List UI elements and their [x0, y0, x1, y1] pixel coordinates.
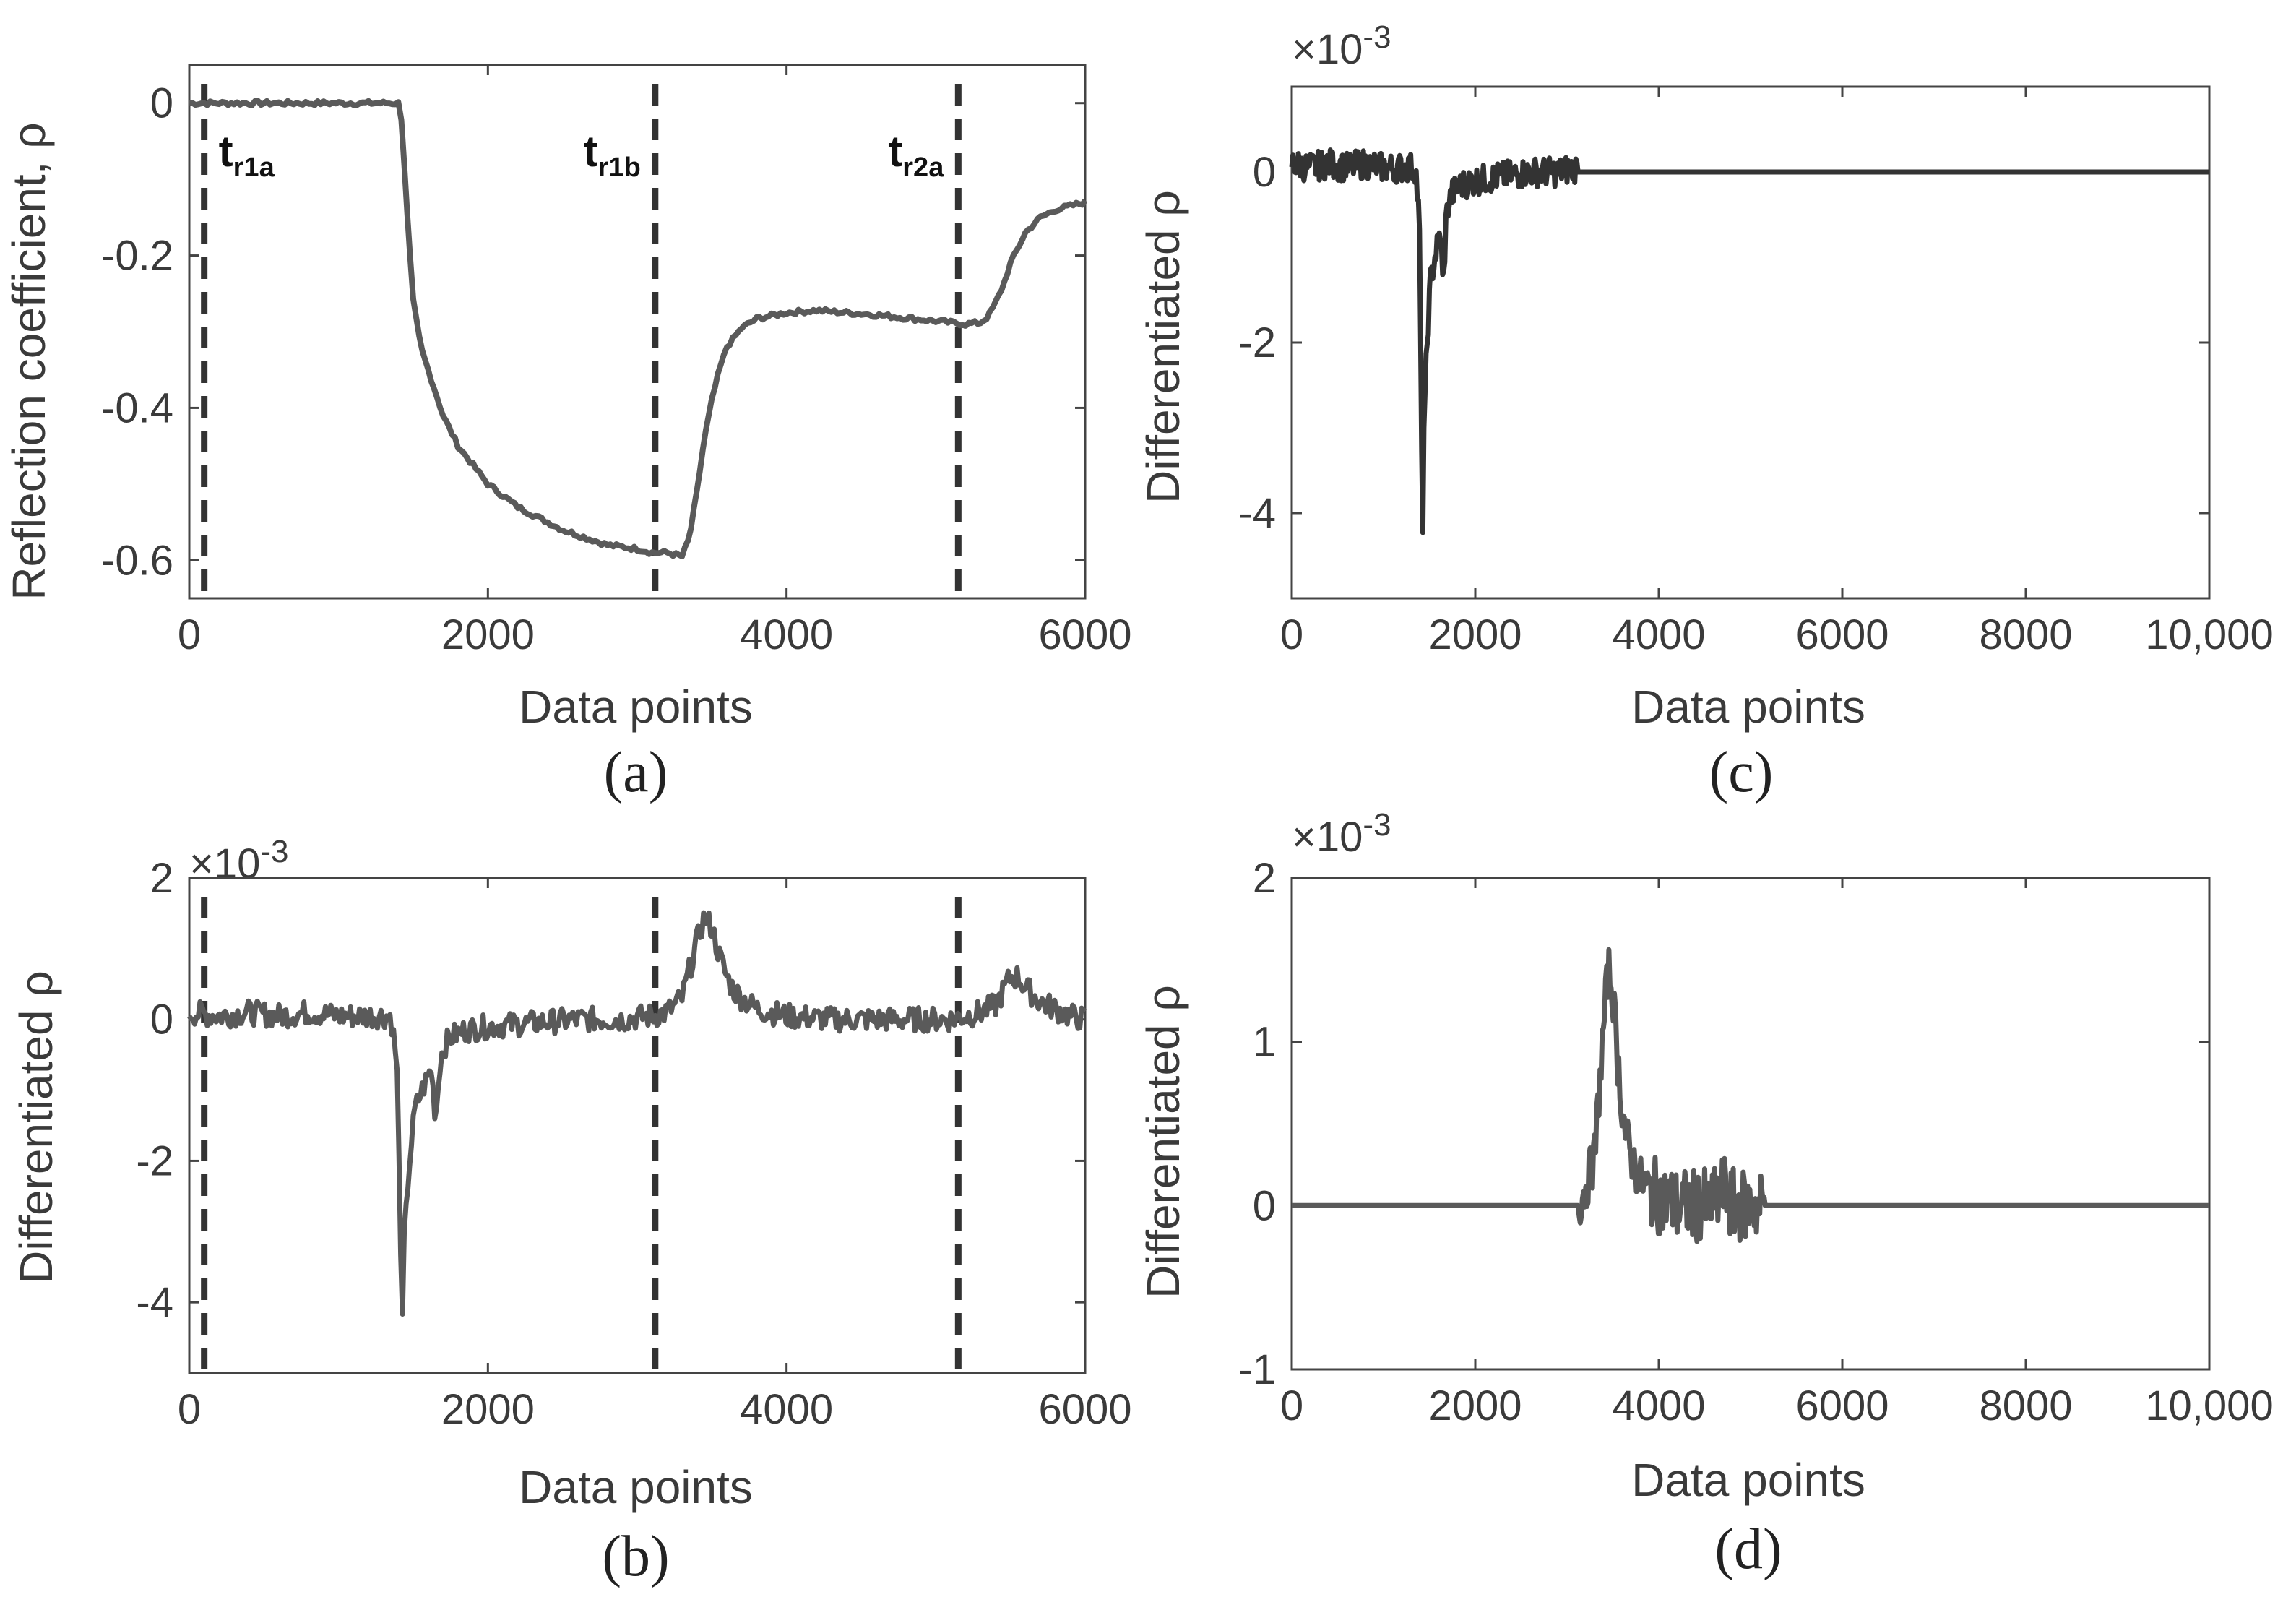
- panel-d-ylabel: Differentiated ρ: [1137, 985, 1189, 1299]
- panel-b-ylabel: Differentiated ρ: [10, 970, 62, 1284]
- panel-c-multiplier: ×10-3: [1292, 20, 1391, 73]
- panel-a-event-marker: tr2a: [888, 127, 944, 183]
- panel-a-ylabel: Reflection coefficient, ρ: [3, 122, 55, 600]
- panel-b-ytick-label: 2: [150, 855, 173, 902]
- panel-c-xtick-label: 0: [1280, 611, 1303, 658]
- panel-a-ytick-label: 0: [150, 80, 173, 127]
- panel-d-xtick-label: 10,000: [2145, 1382, 2273, 1429]
- panel-c-ylabel: Differentiated ρ: [1137, 190, 1189, 504]
- panel-b-ytick-label: 0: [150, 996, 173, 1043]
- panel-d-frame: [1290, 877, 2211, 1371]
- panel-a-ytick-label: -0.2: [101, 233, 173, 280]
- panel-b-series-line: [187, 910, 1087, 1317]
- panel-c-label: (c): [1709, 741, 1774, 804]
- panel-c-ytick-label: -4: [1238, 490, 1276, 537]
- panel-a-ytick-label: -0.6: [101, 537, 173, 584]
- panel-b-label: (b): [602, 1525, 669, 1588]
- panel-b-ytick-label: -2: [136, 1137, 173, 1184]
- panel-d-xtick-label: 8000: [1979, 1382, 2072, 1429]
- panel-d-xtick-label: 0: [1280, 1382, 1303, 1429]
- panel-c-xtick-label: 8000: [1979, 611, 2072, 658]
- panel-c-xlabel: Data points: [1631, 681, 1865, 733]
- panel-a-chart: Reflection coefficient, ρ Data points (a…: [3, 64, 1132, 804]
- panel-a-label: (a): [604, 741, 668, 804]
- panel-b-xlabel: Data points: [519, 1461, 753, 1513]
- panel-d-ytick-label: 0: [1253, 1182, 1276, 1229]
- panel-b-chart: Differentiated ρ Data points (b) ×10-3 0…: [10, 834, 1132, 1588]
- panel-d-xtick-label: 6000: [1795, 1382, 1889, 1429]
- panel-d-xtick-label: 2000: [1428, 1382, 1522, 1429]
- panel-b-frame: [188, 877, 1087, 1374]
- panel-d-multiplier: ×10-3: [1292, 807, 1391, 861]
- panel-c-xtick-label: 10,000: [2145, 611, 2273, 658]
- panel-a-ytick-label: -0.4: [101, 384, 173, 431]
- panel-c-ytick-label: 0: [1253, 149, 1276, 196]
- panel-a-xlabel: Data points: [519, 681, 753, 733]
- panel-b-ytick-label: -4: [136, 1279, 173, 1326]
- panel-c-ytick-label: -2: [1238, 319, 1276, 366]
- panel-a-event-marker: tr1b: [584, 127, 641, 183]
- panel-b-xtick-label: 6000: [1038, 1386, 1131, 1433]
- panel-c-xtick-label: 6000: [1795, 611, 1889, 658]
- panel-b-xtick-label: 2000: [441, 1386, 535, 1433]
- panel-c-xtick-label: 2000: [1428, 611, 1522, 658]
- panel-d-series-line: [1290, 947, 2211, 1244]
- panel-a-xtick-label: 6000: [1038, 611, 1131, 658]
- panel-a-xtick-label: 0: [178, 611, 201, 658]
- panel-a-xtick-label: 2000: [441, 611, 535, 658]
- panel-b-xtick-label: 0: [178, 1386, 201, 1433]
- panel-c-chart: Differentiated ρ Data points (c) ×10-3 0…: [1137, 20, 2274, 804]
- panel-b-multiplier: ×10-3: [189, 834, 289, 887]
- panel-a-event-marker: tr1a: [219, 127, 275, 183]
- panel-d-label: (d): [1714, 1518, 1782, 1581]
- panel-d-ytick-label: -1: [1238, 1346, 1276, 1393]
- panel-d-ytick-label: 2: [1253, 855, 1276, 902]
- panel-a-frame: [188, 64, 1087, 600]
- panel-c-xtick-label: 4000: [1612, 611, 1705, 658]
- panel-d-ytick-label: 1: [1253, 1019, 1276, 1066]
- panel-d-xtick-label: 4000: [1612, 1382, 1705, 1429]
- panel-a-xtick-label: 4000: [740, 611, 833, 658]
- panel-d-chart: Differentiated ρ Data points (d) ×10-3 0…: [1137, 807, 2274, 1581]
- panel-c-series-line: [1289, 147, 2211, 535]
- panel-b-xtick-label: 4000: [740, 1386, 833, 1433]
- panel-d-xlabel: Data points: [1631, 1454, 1865, 1506]
- panel-a-series-line: [189, 98, 1088, 559]
